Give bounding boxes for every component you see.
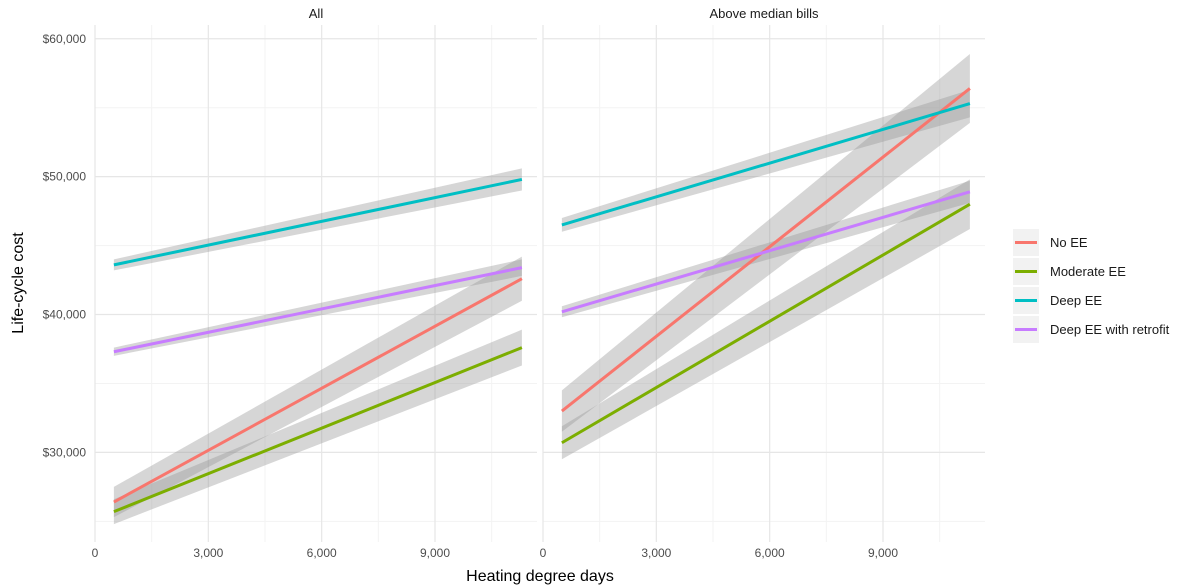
x-tick-label: 6,000 <box>755 546 785 560</box>
series-line <box>561 102 971 227</box>
series-line <box>561 190 971 314</box>
panel-0: All 0 3,000 6,000 9,000 <box>92 6 537 560</box>
series-line <box>113 177 523 267</box>
legend-label: Deep EE with retrofit <box>1050 322 1170 337</box>
y-tick-label: $40,000 <box>43 308 87 322</box>
legend-label: Moderate EE <box>1050 264 1126 279</box>
series-line <box>113 277 523 504</box>
x-tick-label: 3,000 <box>193 546 223 560</box>
ci-band <box>113 168 522 271</box>
ci-band <box>561 179 970 460</box>
series-line <box>561 202 971 445</box>
legend: No EE Moderate EE Deep EE Deep EE with retr… <box>1013 229 1170 343</box>
series-line <box>113 346 523 514</box>
y-tick-label: $50,000 <box>43 170 87 184</box>
x-axis-title: Heating degree days <box>466 568 614 585</box>
ci-band <box>113 329 522 525</box>
x-tick-label: 9,000 <box>420 546 450 560</box>
ci-band <box>113 256 522 518</box>
series-line <box>113 266 523 354</box>
x-tick-label: 6,000 <box>307 546 337 560</box>
legend-label: No EE <box>1050 235 1088 250</box>
x-tick-label: 0 <box>92 546 99 560</box>
x-tick-label: 9,000 <box>868 546 898 560</box>
y-axis-title: Life-cycle cost <box>10 232 27 334</box>
facet-title: All <box>309 6 324 21</box>
legend-label: Deep EE <box>1050 293 1102 308</box>
facet-title: Above median bills <box>709 6 819 21</box>
x-tick-label: 3,000 <box>641 546 671 560</box>
x-tick-label: 0 <box>540 546 547 560</box>
panel-1: Above median bills 0 3,000 6,000 9,000 <box>540 6 985 560</box>
series-line <box>560 87 971 413</box>
y-tick-label: $60,000 <box>43 32 87 46</box>
y-tick-label: $30,000 <box>43 445 87 459</box>
ci-band <box>561 53 970 432</box>
ci-band <box>561 89 970 232</box>
